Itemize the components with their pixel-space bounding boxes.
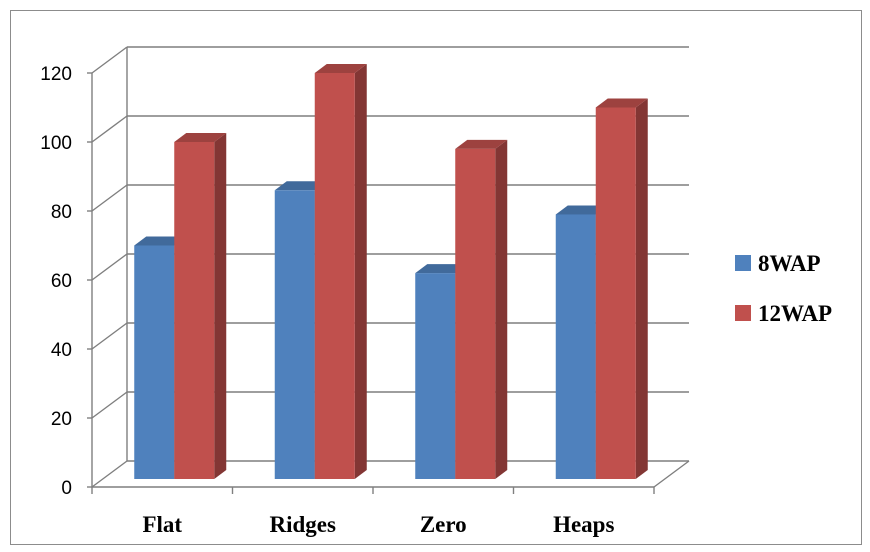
y-tick-label: 20 xyxy=(51,409,72,430)
gridline-side-120 xyxy=(91,46,128,74)
bar-top xyxy=(455,139,508,149)
bar-side xyxy=(214,133,227,479)
y-tick-label: 120 xyxy=(40,64,72,85)
bar-front xyxy=(134,245,175,479)
bar-12WAP-Zero xyxy=(455,139,508,479)
bar-front xyxy=(274,190,315,480)
axis-layer xyxy=(87,47,690,494)
bar-top xyxy=(415,264,468,274)
gridline-side-60 xyxy=(91,253,128,281)
bar-side xyxy=(495,139,508,479)
x-tick-label: Heaps xyxy=(553,512,614,537)
bar-12WAP-Ridges xyxy=(314,64,367,479)
y-tick-label: 100 xyxy=(40,133,72,154)
bar-front xyxy=(455,148,496,479)
bar-top xyxy=(134,236,187,246)
bar-side xyxy=(354,64,367,479)
bar-top xyxy=(314,64,367,73)
bar-12WAP-Flat xyxy=(174,133,227,479)
bar-top xyxy=(174,133,227,142)
y-tick-label: 80 xyxy=(51,202,72,223)
bar-12WAP-Heaps xyxy=(595,98,648,479)
x-tick-label: Zero xyxy=(420,512,467,537)
bar-front xyxy=(314,73,355,479)
bar-front xyxy=(415,273,456,479)
gridline-side-20 xyxy=(91,391,128,419)
labels-layer: 0 20 40 60 80 100 120 Flat Ridges Zero Heaps xyxy=(40,64,614,537)
bar-front xyxy=(555,214,596,479)
legend-label: 12WAP xyxy=(758,301,832,326)
y-tick-label: 40 xyxy=(51,340,72,361)
bar-top xyxy=(595,98,648,108)
y-tick-label: 0 xyxy=(61,478,72,499)
bar-top xyxy=(274,181,327,191)
gridline-side-0 xyxy=(91,460,128,488)
legend-swatch-8WAP xyxy=(735,255,751,271)
bar-side xyxy=(635,98,648,479)
bars-layer xyxy=(134,64,648,480)
bar-front xyxy=(174,142,215,479)
x-tick-label: Flat xyxy=(142,512,182,537)
gridline-side-100 xyxy=(91,115,128,143)
y-tick-label: 60 xyxy=(51,271,72,292)
legend: 8WAP 12WAP xyxy=(735,251,832,326)
x-tick-label: Ridges xyxy=(270,512,337,537)
legend-label: 8WAP xyxy=(758,251,821,276)
floor-edge xyxy=(653,460,690,488)
gridline-side-80 xyxy=(91,184,128,212)
bar-front xyxy=(595,107,636,479)
gridline-side-40 xyxy=(91,322,128,350)
legend-swatch-12WAP xyxy=(735,305,751,321)
bar-top xyxy=(555,205,608,215)
